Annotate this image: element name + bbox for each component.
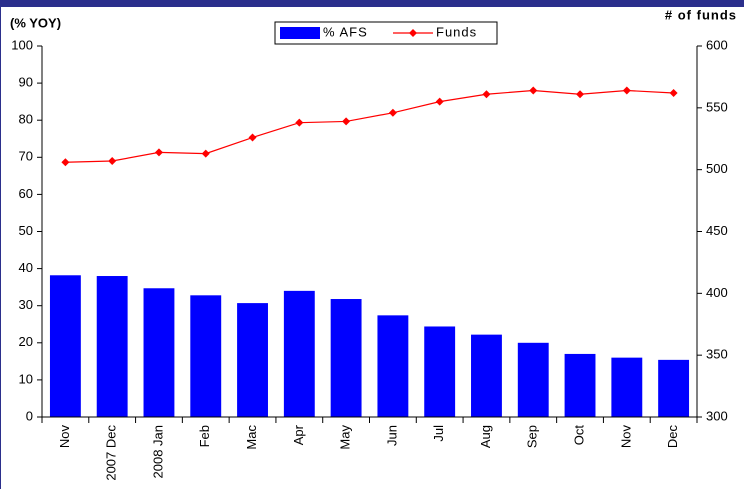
x-tick-label: Apr bbox=[291, 424, 306, 445]
bar bbox=[424, 326, 456, 417]
x-tick-label: Feb bbox=[197, 425, 212, 447]
x-tick-label: Mac bbox=[244, 425, 259, 450]
x-tick-label: Sep bbox=[525, 425, 540, 448]
x-tick-label: Nov bbox=[57, 425, 72, 449]
bar bbox=[143, 288, 175, 417]
y-tick-label: 30 bbox=[19, 297, 33, 312]
x-tick-label: Dec bbox=[665, 425, 680, 449]
bar bbox=[377, 315, 409, 417]
y2-tick-label: 600 bbox=[706, 37, 728, 52]
y2-tick-label: 300 bbox=[706, 408, 728, 423]
x-tick-label: Nov bbox=[618, 425, 633, 449]
bar bbox=[611, 357, 643, 417]
marker bbox=[295, 118, 304, 127]
marker bbox=[435, 97, 444, 106]
x-tick-label: Oct bbox=[571, 425, 586, 446]
marker bbox=[108, 157, 117, 166]
top-band bbox=[0, 0, 744, 7]
legend bbox=[274, 21, 498, 45]
bar bbox=[237, 303, 268, 417]
y2-tick-label: 350 bbox=[706, 347, 728, 362]
y-tick-label: 40 bbox=[19, 260, 33, 275]
bar bbox=[471, 334, 502, 417]
bar bbox=[283, 290, 315, 417]
legend-marker bbox=[409, 29, 417, 37]
bar bbox=[564, 353, 596, 417]
y-tick-label: 60 bbox=[19, 186, 33, 201]
bar bbox=[330, 299, 362, 417]
y-tick-label: 50 bbox=[19, 223, 33, 238]
marker bbox=[669, 88, 678, 97]
legend-label: Funds bbox=[436, 24, 477, 39]
y2-tick-label: 400 bbox=[706, 285, 728, 300]
y2-tick-label: 550 bbox=[706, 99, 728, 114]
bar bbox=[190, 295, 222, 417]
y-tick-label: 10 bbox=[19, 371, 33, 386]
marker bbox=[388, 108, 397, 117]
bar bbox=[49, 275, 81, 417]
x-tick-label: Aug bbox=[478, 425, 493, 448]
y2-tick-label: 500 bbox=[706, 161, 728, 176]
x-tick-label: 2008 Jan bbox=[150, 425, 165, 479]
y-tick-label: 70 bbox=[19, 149, 33, 164]
bar bbox=[658, 359, 690, 417]
marker bbox=[61, 158, 70, 167]
marker bbox=[248, 133, 257, 142]
marker bbox=[529, 86, 538, 95]
x-tick-label: Jun bbox=[384, 425, 399, 446]
y-tick-label: 100 bbox=[11, 37, 33, 52]
y-axis-title: (% YOY) bbox=[10, 15, 61, 30]
line bbox=[65, 89, 674, 163]
bar bbox=[517, 342, 549, 417]
y-tick-label: 0 bbox=[26, 408, 33, 423]
legend-swatch bbox=[280, 27, 320, 39]
y2-tick-label: 450 bbox=[706, 223, 728, 238]
marker bbox=[576, 90, 585, 99]
legend-label: % AFS bbox=[323, 24, 368, 39]
x-tick-label: May bbox=[338, 425, 353, 450]
y-tick-label: 80 bbox=[19, 112, 33, 127]
bar bbox=[96, 276, 128, 417]
x-tick-label: Jul bbox=[431, 425, 446, 442]
marker bbox=[342, 117, 351, 126]
y-tick-label: 20 bbox=[19, 334, 33, 349]
marker bbox=[201, 149, 210, 158]
marker bbox=[482, 90, 491, 99]
y-tick-label: 90 bbox=[19, 75, 33, 90]
y2-axis-title: # of funds bbox=[665, 7, 737, 22]
marker bbox=[154, 148, 163, 157]
marker bbox=[622, 86, 631, 95]
x-tick-label: 2007 Dec bbox=[104, 425, 119, 481]
